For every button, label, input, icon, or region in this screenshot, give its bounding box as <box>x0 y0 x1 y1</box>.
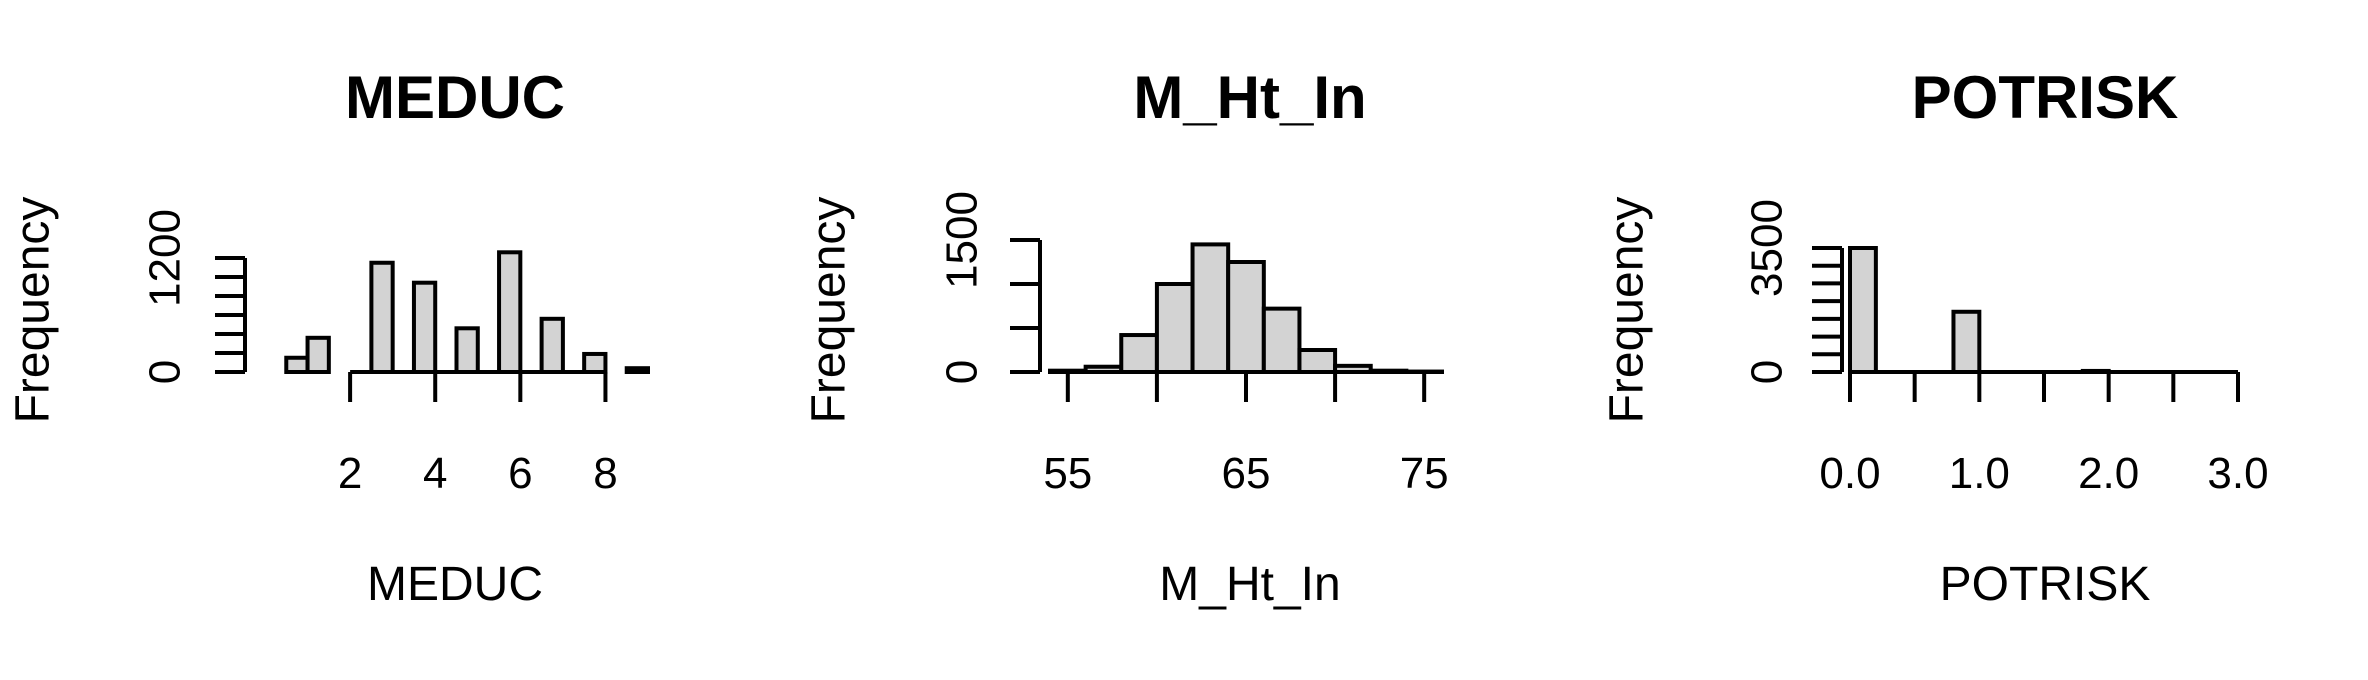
y-tick-label: 1200 <box>141 209 190 307</box>
x-tick-label: 0.0 <box>1819 449 1880 498</box>
x-tick-label: 75 <box>1400 449 1449 498</box>
y-tick-label: 3500 <box>1743 199 1792 297</box>
panel-title: MEDUC <box>345 64 565 131</box>
histogram-panel-m-ht-in: M_Ht_In M_Ht_In Frequency 55 65 75 0 1500 <box>803 64 1449 611</box>
histogram-bar <box>582 351 608 375</box>
panel-title: M_Ht_In <box>1133 64 1366 131</box>
histogram-bar <box>411 280 438 375</box>
bar-group <box>1048 242 1445 375</box>
bar-group <box>1848 246 2111 374</box>
x-tick-label: 3.0 <box>2207 449 2268 498</box>
x-axis-title: M_Ht_In <box>1159 558 1340 611</box>
y-axis-title: Frequency <box>7 197 60 424</box>
x-tick-label: 65 <box>1222 449 1271 498</box>
histogram-bar <box>1190 242 1231 374</box>
y-tick-label: 1500 <box>938 191 987 289</box>
histogram-bar <box>1297 348 1338 374</box>
x-tick-label: 1.0 <box>1949 449 2010 498</box>
x-axis: 2 4 6 8 <box>338 370 618 498</box>
histogram-bar <box>1848 246 1878 374</box>
histogram-bar <box>624 366 651 375</box>
histogram-bar <box>539 316 565 374</box>
histogram-bar <box>1951 309 1982 374</box>
y-tick-label: 0 <box>141 360 190 384</box>
histogram-bar <box>1226 260 1266 374</box>
panel-title: POTRISK <box>1912 64 2179 131</box>
x-tick-label: 2.0 <box>2078 449 2139 498</box>
histogram-bar <box>305 335 331 374</box>
y-axis-title: Frequency <box>1601 197 1654 424</box>
bar-group <box>284 250 651 375</box>
histogram-bar <box>284 355 310 374</box>
x-axis-title: MEDUC <box>367 558 543 611</box>
x-axis: 55 65 75 <box>1043 370 1449 498</box>
histogram-bar <box>1119 333 1159 375</box>
x-tick-label: 6 <box>508 449 532 498</box>
histogram-bar <box>497 250 523 374</box>
y-axis: 0 1200 <box>141 209 247 384</box>
y-axis: 0 1500 <box>938 191 1042 384</box>
x-tick-label: 4 <box>423 449 447 498</box>
y-tick-label: 0 <box>938 360 987 384</box>
x-axis: 0.0 1.0 2.0 3.0 <box>1819 370 2269 498</box>
x-tick-label: 2 <box>338 449 362 498</box>
histogram-panel-meduc: MEDUC MEDUC Frequency 2 4 6 8 0 1200 <box>7 64 651 611</box>
x-tick-label: 55 <box>1043 449 1092 498</box>
y-axis-title: Frequency <box>803 197 856 424</box>
x-tick-label: 8 <box>593 449 617 498</box>
histogram-panel-potrisk: POTRISK POTRISK Frequency 0.0 1.0 2.0 3.0 0… <box>1601 64 2269 611</box>
histogram-bar <box>1154 282 1195 374</box>
histogram-bar <box>1261 306 1302 375</box>
histogram-bar <box>369 260 395 374</box>
x-axis-title: POTRISK <box>1940 558 2151 611</box>
histogram-bar <box>454 326 480 374</box>
y-axis: 0 3500 <box>1743 199 1844 384</box>
y-tick-label: 0 <box>1743 360 1792 384</box>
